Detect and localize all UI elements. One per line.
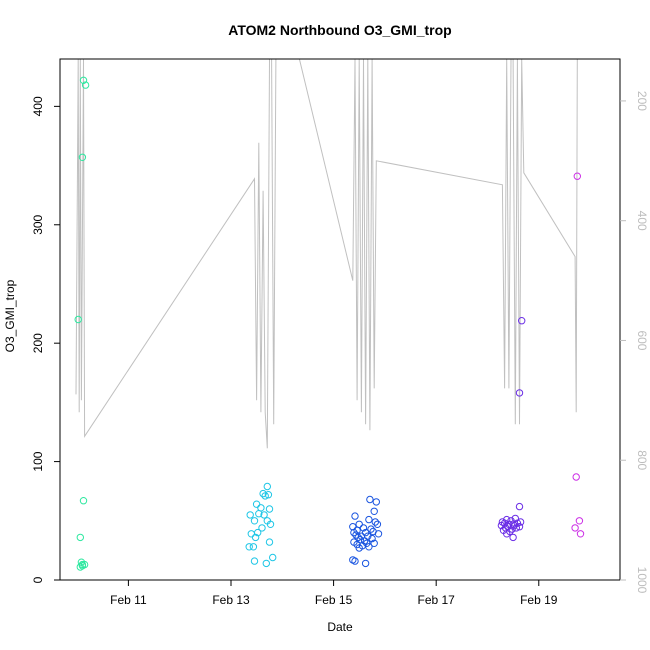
data-point	[78, 153, 87, 162]
data-point	[260, 511, 268, 519]
data-point	[351, 512, 359, 520]
plot-frame	[59, 58, 621, 581]
data-point	[361, 559, 370, 568]
data-point	[245, 543, 253, 551]
y-tick-label: 300	[31, 214, 45, 234]
data-point	[518, 317, 526, 325]
y2-tick-label: 200	[635, 91, 649, 111]
data-point	[515, 389, 524, 397]
data-point	[349, 523, 357, 531]
data-point	[370, 507, 378, 515]
data-point	[265, 505, 274, 513]
data-point	[269, 553, 277, 562]
data-point	[246, 511, 254, 519]
data-point	[515, 523, 524, 531]
y-tick-label: 100	[31, 451, 45, 471]
x-tick-label: Feb 11	[110, 593, 147, 607]
data-point	[365, 543, 373, 551]
data-point	[370, 539, 378, 547]
data-point	[252, 500, 261, 508]
data-point	[355, 520, 363, 528]
data-point	[371, 518, 379, 526]
data-point	[263, 482, 271, 491]
data-point	[81, 81, 90, 89]
data-point	[354, 533, 362, 542]
y2-tick-label: 600	[635, 330, 649, 350]
data-point	[79, 76, 88, 85]
data-point	[264, 491, 273, 499]
data-point	[255, 510, 263, 518]
x-tick-label: Feb 13	[212, 593, 250, 607]
data-point	[361, 528, 370, 537]
data-point	[510, 521, 518, 530]
x-tick-label: Feb 19	[520, 593, 558, 607]
x-tick-label: Feb 15	[315, 593, 353, 607]
data-points-layer	[74, 76, 585, 571]
data-point	[355, 544, 363, 552]
axes-layer: Feb 11 Feb 13 Feb 15 Feb 17 Feb 19 0 100 200 300…	[31, 58, 649, 607]
data-point	[571, 524, 579, 532]
y2-tick-label: 400	[635, 211, 649, 231]
data-point	[250, 557, 259, 565]
data-point	[572, 473, 580, 481]
data-point	[352, 531, 360, 539]
data-point	[74, 315, 82, 324]
data-point	[78, 562, 87, 570]
pressure-line-layer	[75, 59, 578, 449]
pressure-line	[75, 59, 578, 449]
data-point	[374, 530, 383, 538]
data-point	[350, 528, 358, 537]
data-point	[261, 492, 269, 500]
data-point	[258, 524, 266, 532]
data-point	[79, 497, 88, 505]
data-point	[575, 517, 584, 525]
data-point	[360, 537, 369, 545]
data-point	[365, 515, 373, 524]
data-point	[351, 557, 359, 565]
data-point	[251, 533, 260, 542]
data-point	[262, 559, 270, 568]
data-point	[250, 517, 259, 525]
data-point	[368, 534, 376, 543]
data-point	[576, 530, 585, 538]
data-point	[503, 515, 511, 524]
y-axis-label: O3_GMI_trop	[3, 279, 17, 352]
data-point	[266, 520, 275, 528]
y-tick-label: 400	[31, 96, 45, 116]
data-point	[366, 495, 374, 504]
x-tick-label: Feb 17	[418, 593, 456, 607]
data-point	[516, 518, 525, 526]
data-point	[503, 530, 511, 538]
data-point	[372, 498, 380, 506]
data-point	[247, 530, 256, 538]
data-point	[76, 533, 85, 542]
chart-title: ATOM2 Northbound O3_GMI_trop	[228, 22, 451, 38]
y-tick-label: 200	[31, 333, 45, 353]
data-point	[249, 543, 258, 551]
data-point	[373, 520, 382, 528]
data-point	[359, 524, 368, 532]
data-point	[367, 525, 375, 533]
data-point	[508, 525, 516, 533]
y2-tick-label: 800	[635, 450, 649, 470]
x-axis-label: Date	[327, 620, 353, 634]
data-point	[265, 538, 274, 546]
data-point	[573, 172, 581, 180]
y-tick-label: 0	[31, 576, 45, 583]
data-point	[512, 524, 520, 532]
y2-tick-label: 1000	[635, 567, 649, 594]
data-point	[515, 502, 524, 511]
data-point	[509, 533, 517, 542]
data-point	[259, 489, 267, 498]
